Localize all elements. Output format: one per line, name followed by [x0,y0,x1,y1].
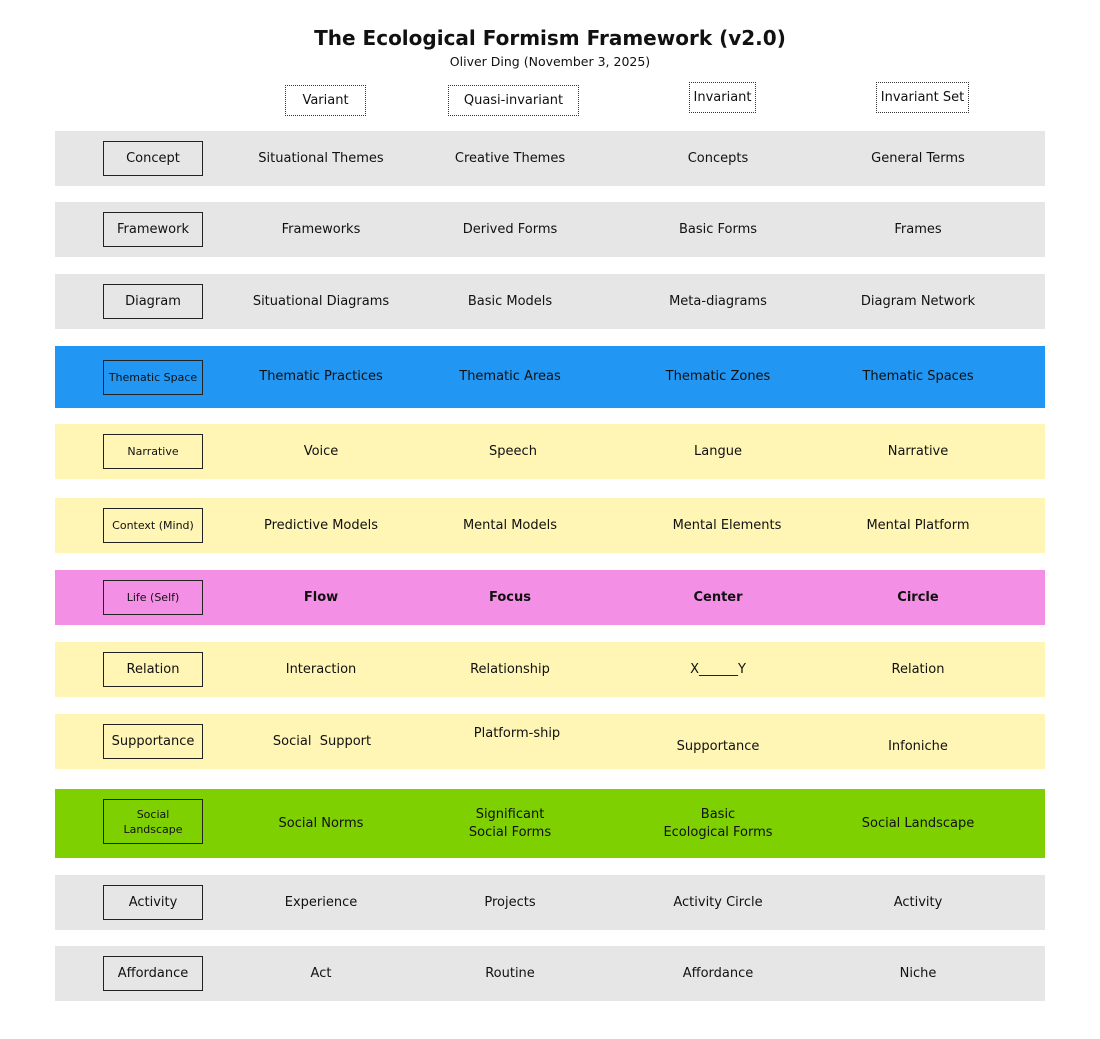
column-header-invariant: Invariant [689,82,756,113]
row-cell: Platform-ship [473,725,561,741]
row-cell: Social Support [272,733,372,749]
framework-row: Relation Interaction Relationship X______Y R… [55,642,1045,697]
column-header-quasi-invariant: Quasi-invariant [448,85,579,116]
row-cell: Thematic Practices [259,369,383,384]
row-cell: Infoniche [888,738,948,754]
framework-row: Affordance Act Routine Affordance Niche [55,946,1045,1001]
row-cell: Interaction [285,661,357,677]
row-label-box: Thematic Space [103,359,203,395]
framework-row: Supportance Social Support Platform-ship Su… [55,714,1045,769]
row-cell: Situational Diagrams [252,293,390,309]
framework-row: Thematic Space Thematic Practices Thematic… [55,346,1045,408]
row-label-box: Concept [103,141,203,176]
row-cell: Supportance [676,738,760,754]
row-cell: Affordance [682,965,754,981]
row-label-box: Social Landscape [103,799,203,844]
row-cell: Circle [897,589,939,605]
framework-row: Concept Situational Themes Creative Themes… [55,131,1045,186]
row-label-box: Activity [103,885,203,920]
framework-row: Activity Experience Projects Activity Circl… [55,875,1045,930]
row-cell: Activity Circle [673,894,763,910]
row-cell: Social Landscape [861,815,975,831]
row-cell: Mental Platform [866,517,970,533]
row-cell: Narrative [887,443,949,459]
row-cell: Experience [284,894,358,910]
row-cell: Focus [489,589,531,605]
row-cell: Diagram Network [860,293,976,309]
row-label-box: Context (Mind) [103,508,203,543]
framework-row: Context (Mind) Predictive Models Mental Mo… [55,498,1045,553]
row-cell: Mental Elements [672,517,782,533]
row-cell: Situational Themes [258,150,384,166]
framework-row: Social Landscape Social Norms Significant … [55,789,1045,858]
row-label-box: Affordance [103,956,203,991]
column-header-invariant-set: Invariant Set [876,82,969,113]
row-cell: X______Y [690,661,746,677]
row-label-box: Narrative [103,434,203,469]
row-cell: Thematic Spaces [862,369,974,384]
row-cell: Projects [484,894,536,910]
framework-row: Narrative Voice Speech Langue Narrative [55,424,1045,479]
row-cell: Frameworks [281,221,361,237]
row-cell: Predictive Models [263,517,379,533]
row-cell: Relation [891,661,945,677]
row-cell: Act [310,965,332,981]
diagram-subtitle: Oliver Ding (November 3, 2025) [449,54,651,69]
row-cell: Thematic Areas [459,369,561,384]
row-cell: Relationship [470,661,550,677]
row-cell: Mental Models [462,517,558,533]
row-label-box: Relation [103,652,203,687]
row-label-box: Life (Self) [103,580,203,615]
row-cell: Thematic Zones [665,369,771,384]
row-cell: Speech [489,443,537,459]
row-cell: Social Norms [278,815,364,831]
row-cell: Meta-diagrams [669,293,767,309]
row-label-box: Diagram [103,284,203,319]
row-cell: Frames [894,221,942,237]
row-cell: Activity [893,894,943,910]
row-cell: Flow [303,589,339,605]
framework-row: Diagram Situational Diagrams Basic Models M… [55,274,1045,329]
row-cell: Creative Themes [454,150,566,166]
row-cell: Derived Forms [462,221,558,237]
row-label-box: Framework [103,212,203,247]
row-label-box: Supportance [103,724,203,759]
row-cell: Concepts [687,150,749,166]
row-cell: Voice [303,443,339,459]
row-cell: Basic Forms [678,221,758,237]
row-cell: Center [693,589,743,605]
row-cell: Routine [485,965,535,981]
framework-row: Life (Self) Flow Focus Center Circle [55,570,1045,625]
row-cell: Significant Social Forms [468,806,552,840]
row-cell: Basic Ecological Forms [663,806,773,840]
row-cell: Basic Models [467,293,553,309]
row-cell: General Terms [871,150,965,166]
column-header-variant: Variant [285,85,366,116]
row-cell: Niche [899,965,937,981]
framework-row: Framework Frameworks Derived Forms Basic Fo… [55,202,1045,257]
diagram-title: The Ecological Formism Framework (v2.0) [314,26,786,50]
row-cell: Langue [694,443,742,459]
